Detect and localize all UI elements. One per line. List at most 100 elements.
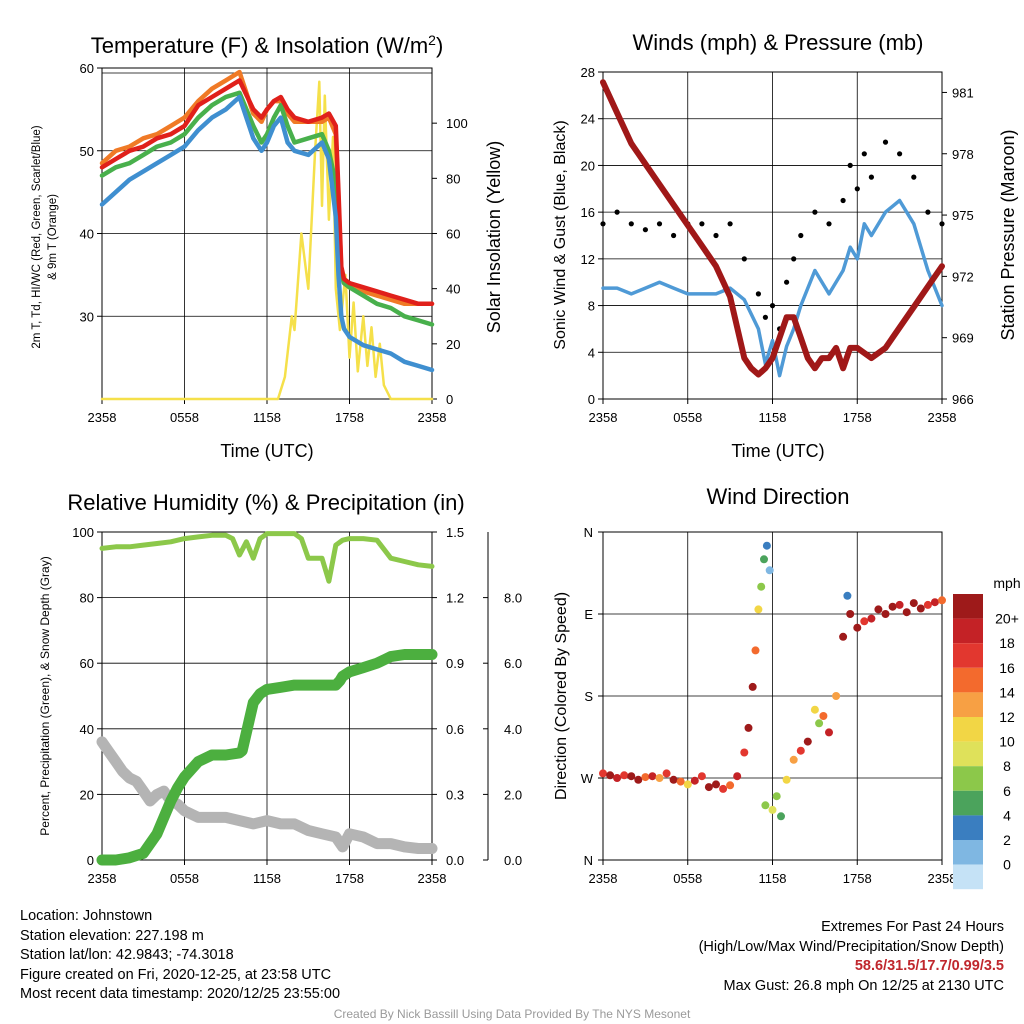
wind-direction-x-tick-label: 2358 xyxy=(589,871,618,886)
humidity-y-tick-label: 20 xyxy=(80,787,94,802)
speed-legend-label: 12 xyxy=(999,709,1015,725)
wind-direction-point xyxy=(860,617,869,626)
insolation-y-tick-label: 100 xyxy=(446,116,468,131)
precip-y-tick-label: 0.3 xyxy=(446,787,464,802)
speed-legend-swatch xyxy=(953,594,983,619)
speed-legend-title: mph xyxy=(993,575,1020,591)
most-recent-timestamp: Most recent data timestamp: 2020/12/25 2… xyxy=(20,986,341,1002)
temperature-x-tick-label: 1758 xyxy=(335,410,364,425)
max-gust: Max Gust: 26.8 mph On 12/25 at 2130 UTC xyxy=(723,977,1004,994)
speed-legend-swatch xyxy=(953,667,983,693)
wind-direction-point xyxy=(634,775,643,784)
speed-legend-label: 14 xyxy=(999,684,1015,700)
gust-point xyxy=(600,221,606,227)
winds-x-tick-label: 1158 xyxy=(759,410,787,425)
humidity-y-tick-label: 40 xyxy=(80,722,94,737)
wind-direction-point xyxy=(606,771,615,780)
wind-direction-point xyxy=(796,746,805,755)
humidity-x-tick-label: 2358 xyxy=(88,871,117,886)
wind-direction-point xyxy=(810,705,819,714)
winds-y-tick-label: 12 xyxy=(581,252,595,267)
wind-direction-panel: Wind Direction N E S W N 2358 0558 1158 1758 2358… xyxy=(553,484,1021,890)
humidity-y-tick-label: 100 xyxy=(72,525,94,540)
temperature-y-tick-label: 30 xyxy=(80,309,94,324)
station-info: Location: Johnstown Station elevation: 2… xyxy=(20,907,340,1005)
gust-point xyxy=(642,227,649,233)
wind-direction-point xyxy=(803,737,812,746)
winds-y-tick-label: 20 xyxy=(581,158,595,173)
wind-direction-point xyxy=(760,555,768,564)
speed-legend-swatch xyxy=(953,840,983,865)
wind-direction-point xyxy=(690,776,699,785)
winds-x-tick-label: 2358 xyxy=(589,410,618,425)
wind-direction-ylabel: Direction (Colored By Speed) xyxy=(553,592,570,800)
gust-point xyxy=(798,232,804,239)
gust-point xyxy=(911,174,917,180)
snow-depth-y-tick-label: 4.0 xyxy=(504,722,522,737)
gust-point xyxy=(925,209,931,215)
wind-direction-point xyxy=(733,772,742,781)
gust-point xyxy=(741,256,747,262)
wind-direction-point xyxy=(768,805,777,814)
pressure-y-tick-label: 978 xyxy=(952,147,974,162)
gust-point xyxy=(762,314,769,320)
wind-direction-point xyxy=(777,812,785,821)
wind-direction-point xyxy=(599,769,607,778)
wind-direction-point xyxy=(754,605,763,614)
winds-xlabel: Time (UTC) xyxy=(731,441,824,461)
snow-depth-y-tick-label: 6.0 xyxy=(504,656,522,671)
wind-direction-point xyxy=(662,769,671,778)
gust-point xyxy=(656,221,663,227)
wind-direction-point xyxy=(839,632,848,641)
humidity-panel: Relative Humidity (%) & Precipitation (i… xyxy=(38,490,522,886)
precipitation-line xyxy=(96,649,438,866)
humidity-y-tick-label: 60 xyxy=(80,656,94,671)
speed-legend-swatch xyxy=(953,790,983,816)
temperature-series-td xyxy=(99,90,435,327)
temperature-y-tick-label: 50 xyxy=(80,144,94,159)
precip-y-tick-label: 0.0 xyxy=(446,853,464,868)
winds-panel-title: Winds (mph) & Pressure (mb) xyxy=(633,30,924,55)
wind-direction-y-tick-label: E xyxy=(584,607,593,622)
wind-direction-point xyxy=(655,774,664,782)
wind-direction-point xyxy=(719,784,728,793)
wind-direction-point xyxy=(765,566,774,575)
wind-direction-point xyxy=(825,728,833,737)
temperature-series-hi-wc xyxy=(99,94,435,373)
wind-direction-point xyxy=(938,596,946,605)
temperature-panel: Temperature (F) & Insolation (W/m2) 30 40… xyxy=(31,32,504,461)
humidity-y-tick-label: 80 xyxy=(80,591,94,606)
winds-panel: Winds (mph) & Pressure (mb) 0 4 8 12 16 20 24 2… xyxy=(552,30,1018,461)
humidity-x-tick-label: 0558 xyxy=(170,871,199,886)
gust-point xyxy=(769,303,776,309)
gust-point xyxy=(791,256,797,262)
winds-y-tick-label: 28 xyxy=(581,65,595,80)
pressure-y-tick-label: 975 xyxy=(952,208,974,223)
gust-point xyxy=(614,209,620,215)
wind-direction-x-tick-label: 1758 xyxy=(843,871,872,886)
gust-point xyxy=(699,221,705,227)
wind-direction-point xyxy=(930,598,939,607)
speed-legend-swatch xyxy=(953,766,983,791)
wind-direction-point xyxy=(613,774,622,782)
gust-point xyxy=(727,221,733,227)
wind-direction-point xyxy=(853,623,862,632)
station-location: Location: Johnstown xyxy=(20,908,153,924)
wind-direction-point xyxy=(748,682,757,691)
gust-point xyxy=(861,151,867,157)
station-latlon: Station lat/lon: 42.9843; -74.3018 xyxy=(20,947,234,963)
figure-created: Figure created on Fri, 2020-12-25, at 23… xyxy=(20,966,332,983)
wind-direction-point xyxy=(726,781,735,790)
wind-direction-point xyxy=(881,610,890,618)
wind-direction-point xyxy=(923,600,932,609)
relative-humidity-line xyxy=(99,531,435,584)
pressure-y-tick-label: 969 xyxy=(952,331,974,346)
insolation-y-tick-label: 80 xyxy=(446,171,460,186)
gust-point xyxy=(847,162,853,168)
station-pressure-line xyxy=(600,79,945,378)
speed-legend-label: 6 xyxy=(1003,783,1011,799)
speed-legend-swatch xyxy=(953,618,983,644)
temperature-panel-title: Temperature (F) & Insolation (W/m2) xyxy=(91,32,444,58)
wind-direction-y-tick-label: W xyxy=(581,771,594,786)
